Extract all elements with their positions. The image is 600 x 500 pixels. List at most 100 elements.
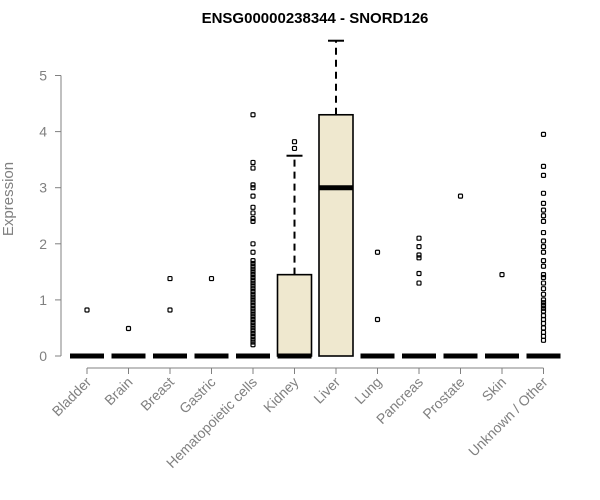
x-tick-label: Bladder	[49, 374, 95, 420]
y-tick-label: 3	[39, 180, 47, 196]
outlier-point	[250, 297, 256, 303]
outlier-point	[250, 210, 256, 216]
outlier-point	[84, 307, 90, 313]
x-tick-label: Brain	[101, 374, 135, 408]
outlier-point	[416, 235, 422, 241]
outlier-point	[540, 272, 547, 278]
outlier-point	[540, 249, 547, 255]
outlier-point	[250, 258, 256, 264]
x-tick-label: Lung	[351, 374, 384, 407]
x-tick-label: Kidney	[260, 374, 302, 416]
outlier-point	[291, 139, 298, 145]
outlier-point	[250, 204, 256, 210]
outlier-point	[250, 288, 256, 295]
outlier-point	[250, 215, 256, 222]
box-lung	[360, 249, 395, 359]
outlier-point	[457, 193, 464, 199]
outlier-point	[540, 238, 547, 244]
outlier-point	[540, 308, 547, 314]
y-tick-label: 0	[39, 348, 47, 364]
box-series	[70, 39, 561, 359]
outlier-point	[540, 258, 547, 264]
outlier-point	[540, 305, 547, 311]
outlier-point	[250, 330, 256, 337]
outlier-point	[250, 294, 256, 300]
box-body	[318, 113, 354, 357]
outlier-point	[540, 207, 547, 213]
outlier-point	[250, 266, 256, 272]
box-pancreas	[402, 235, 436, 359]
outlier-point	[499, 272, 505, 278]
box-brain	[111, 325, 146, 359]
outlier-point	[374, 249, 381, 255]
outlier-point	[250, 112, 256, 118]
outlier-point	[540, 325, 547, 331]
outlier-point	[250, 218, 256, 224]
y-axis-label: Expression	[0, 162, 17, 236]
outlier-point	[540, 229, 547, 236]
outlier-point	[540, 291, 547, 297]
outlier-point	[250, 300, 256, 306]
outlier-point	[540, 163, 547, 169]
outlier-point	[250, 311, 256, 317]
y-tick-label: 5	[39, 68, 47, 84]
outlier-point	[167, 307, 173, 313]
outlier-point	[250, 286, 256, 292]
outlier-point	[250, 185, 256, 191]
outlier-point	[250, 269, 256, 275]
outlier-point	[540, 213, 547, 219]
outlier-point	[250, 325, 256, 331]
y-tick-label: 4	[39, 124, 47, 140]
outlier-point	[250, 165, 256, 171]
y-tick-label: 1	[39, 292, 47, 308]
box-bladder	[70, 307, 104, 359]
outlier-point	[540, 244, 547, 250]
outlier-point	[250, 339, 256, 345]
outlier-point	[250, 280, 256, 286]
outlier-point	[250, 319, 256, 325]
outlier-point	[125, 325, 132, 332]
box-liver	[318, 39, 354, 357]
box-skin	[485, 272, 519, 359]
outlier-point	[250, 328, 256, 334]
outlier-point	[250, 241, 256, 247]
outlier-point	[374, 316, 381, 323]
outlier-point	[540, 286, 547, 292]
outlier-point	[250, 159, 256, 166]
outlier-point	[540, 131, 547, 138]
outlier-point	[208, 275, 215, 282]
outlier-point	[250, 193, 256, 199]
box-prostate	[443, 193, 478, 359]
outlier-point	[250, 302, 256, 309]
outlier-point	[540, 300, 547, 306]
box-hematopoietic-cells	[236, 112, 270, 359]
outlier-point	[416, 280, 422, 286]
x-tick-label: Prostate	[419, 374, 467, 422]
outlier-point	[250, 336, 256, 342]
outlier-point	[250, 314, 256, 320]
outlier-point	[540, 218, 547, 224]
y-tick-label: 2	[39, 236, 47, 252]
outlier-point	[416, 255, 422, 261]
outlier-point	[167, 275, 173, 282]
outlier-point	[250, 322, 256, 328]
outlier-point	[416, 270, 422, 277]
box-kidney	[276, 139, 313, 359]
x-tick-label: Liver	[310, 374, 343, 407]
outlier-point	[291, 145, 298, 152]
box-unknown-other	[526, 131, 561, 359]
outlier-point	[540, 190, 547, 196]
x-tick-label: Skin	[479, 374, 510, 405]
outlier-point	[540, 200, 547, 207]
outlier-point	[540, 297, 547, 303]
x-tick-label: Unknown / Other	[465, 374, 551, 460]
outlier-point	[250, 260, 256, 267]
outlier-point	[540, 274, 547, 281]
outlier-point	[250, 305, 256, 311]
outlier-point	[250, 274, 256, 281]
outlier-point	[250, 182, 256, 188]
outlier-point	[540, 320, 547, 327]
outlier-point	[250, 283, 256, 289]
